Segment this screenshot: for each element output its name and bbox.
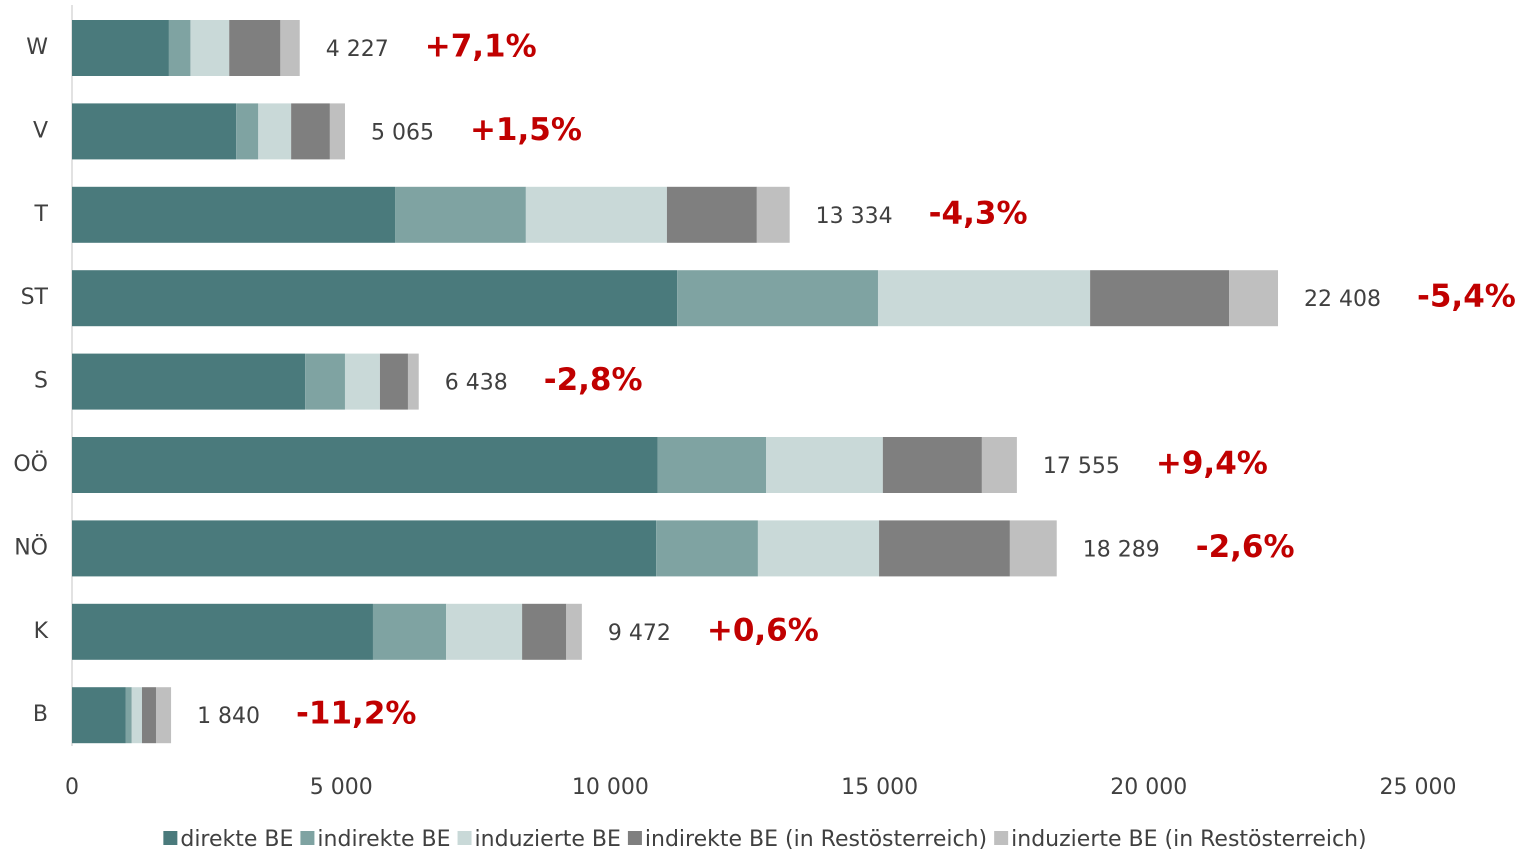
y-tick-label: V bbox=[33, 118, 48, 143]
total-label: 4 227 bbox=[326, 37, 389, 62]
bar-segment bbox=[168, 20, 191, 76]
bar-segment bbox=[656, 520, 758, 577]
y-tick-label: OÖ bbox=[13, 451, 48, 477]
total-label: 9 472 bbox=[608, 621, 671, 646]
legend-swatch bbox=[994, 831, 1009, 845]
change-label: +9,4% bbox=[1156, 446, 1268, 482]
bar-segment bbox=[981, 437, 1017, 493]
change-label: +0,6% bbox=[707, 612, 819, 648]
bar-segment bbox=[765, 437, 883, 493]
legend-label: indirekte BE (in Restösterreich) bbox=[645, 827, 987, 852]
y-tick-label: ST bbox=[21, 285, 49, 310]
bar-segment bbox=[666, 186, 757, 243]
x-tick-label: 20 000 bbox=[1110, 775, 1187, 800]
y-tick-label: S bbox=[34, 369, 48, 394]
total-label: 1 840 bbox=[197, 704, 260, 729]
bar-segment bbox=[379, 353, 408, 410]
change-label: -5,4% bbox=[1417, 279, 1516, 315]
change-label: -11,2% bbox=[296, 696, 416, 732]
bar-segment bbox=[72, 687, 126, 744]
total-label: 13 334 bbox=[816, 204, 893, 229]
bar-segment bbox=[757, 520, 880, 577]
bar-segment bbox=[236, 103, 259, 160]
bar-segment bbox=[72, 353, 306, 410]
legend-swatch bbox=[300, 831, 315, 845]
bar-segment bbox=[1229, 270, 1279, 327]
legend-swatch bbox=[627, 831, 642, 845]
x-tick-label: 5 000 bbox=[310, 775, 373, 800]
bar-segment bbox=[344, 353, 380, 410]
bar-segment bbox=[141, 687, 156, 744]
x-tick-label: 25 000 bbox=[1380, 775, 1457, 800]
bar-segment bbox=[190, 20, 230, 76]
bar-segment bbox=[657, 437, 766, 493]
total-label: 6 438 bbox=[445, 371, 508, 396]
bar-segment bbox=[72, 437, 658, 493]
bar-segment bbox=[525, 186, 667, 243]
bar-segment bbox=[329, 103, 345, 160]
total-label: 18 289 bbox=[1083, 537, 1160, 562]
y-tick-label: T bbox=[34, 202, 49, 227]
bar-segment bbox=[566, 603, 582, 660]
total-label: 5 065 bbox=[371, 120, 434, 145]
legend-swatch bbox=[457, 831, 472, 845]
x-tick-label: 0 bbox=[65, 775, 79, 800]
legend-swatch bbox=[163, 831, 178, 845]
bar-segment bbox=[131, 687, 142, 744]
total-label: 17 555 bbox=[1043, 454, 1120, 479]
bar-segment bbox=[677, 270, 878, 327]
bar-segment bbox=[72, 186, 396, 243]
y-tick-label: W bbox=[26, 35, 48, 60]
bar-segment bbox=[229, 20, 281, 76]
x-tick-label: 10 000 bbox=[572, 775, 649, 800]
bar-segment bbox=[291, 103, 330, 160]
bar-segment bbox=[125, 687, 132, 744]
change-label: +7,1% bbox=[425, 29, 537, 65]
total-label: 22 408 bbox=[1304, 287, 1381, 312]
bar-segment bbox=[280, 20, 300, 76]
bar-segment bbox=[395, 186, 526, 243]
y-tick-label: NÖ bbox=[14, 534, 48, 560]
bar-segment bbox=[879, 520, 1010, 577]
bar-segment bbox=[1009, 520, 1057, 577]
bar-segment bbox=[72, 103, 237, 160]
bar-segment bbox=[372, 603, 447, 660]
y-tick-label: K bbox=[34, 619, 49, 644]
bar-segment bbox=[72, 20, 169, 76]
legend-label: indirekte BE bbox=[317, 827, 450, 852]
legend-label: induzierte BE bbox=[475, 827, 621, 852]
bar-segment bbox=[72, 520, 657, 577]
bar-segment bbox=[756, 186, 790, 243]
change-label: +1,5% bbox=[470, 112, 582, 148]
change-label: -4,3% bbox=[929, 195, 1028, 231]
legend-label: direkte BE bbox=[180, 827, 293, 852]
bar-segment bbox=[72, 603, 373, 660]
bar-segment bbox=[446, 603, 523, 660]
bar-segment bbox=[877, 270, 1091, 327]
bar-segment bbox=[258, 103, 292, 160]
y-tick-label: B bbox=[33, 702, 48, 727]
bar-segment bbox=[1090, 270, 1230, 327]
bar-segment bbox=[407, 353, 419, 410]
x-tick-label: 15 000 bbox=[841, 775, 918, 800]
legend-label: induzierte BE (in Restösterreich) bbox=[1011, 827, 1366, 852]
change-label: -2,8% bbox=[544, 362, 643, 398]
change-label: -2,6% bbox=[1196, 529, 1295, 565]
bar-segment bbox=[72, 270, 678, 327]
bar-segment bbox=[305, 353, 345, 410]
bar-segment bbox=[155, 687, 172, 744]
bar-segment bbox=[882, 437, 982, 493]
bar-segment bbox=[522, 603, 567, 660]
